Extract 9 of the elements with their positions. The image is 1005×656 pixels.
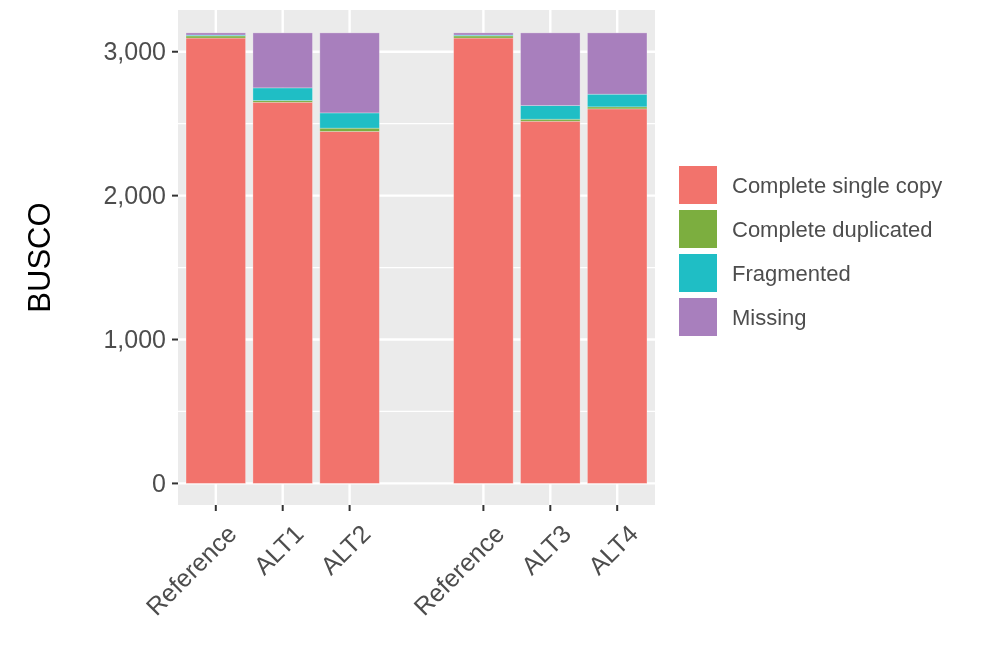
- y-tick-label: 0: [152, 469, 166, 498]
- legend-label: Missing: [732, 304, 807, 330]
- legend-label: Complete duplicated: [732, 216, 933, 242]
- y-tick-label: 1,000: [103, 325, 166, 354]
- y-axis-title: BUSCO: [22, 202, 57, 313]
- legend-label: Fragmented: [732, 260, 851, 286]
- y-tick-label: 2,000: [103, 181, 166, 210]
- legend-label: Complete single copy: [732, 172, 943, 198]
- y-tick-label: 3,000: [103, 37, 166, 66]
